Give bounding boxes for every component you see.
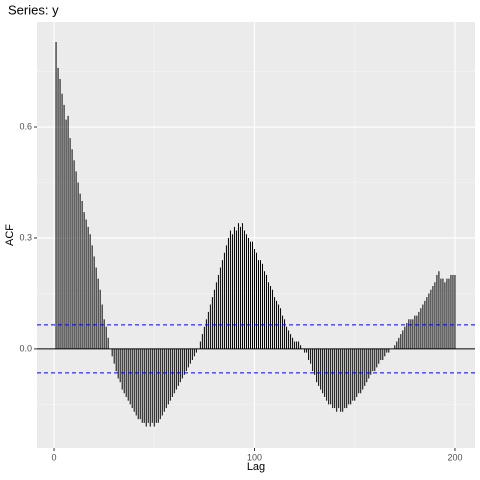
panel bbox=[37, 22, 475, 448]
y-axis-label: ACF bbox=[4, 224, 16, 246]
x-axis-label: Lag bbox=[247, 461, 265, 473]
y-tick-label: 0.6 bbox=[19, 121, 32, 131]
x-tick-label: 100 bbox=[247, 452, 262, 462]
y-tick-label: 0.0 bbox=[19, 343, 32, 353]
x-tick-label: 0 bbox=[52, 452, 57, 462]
chart-title: Series: y bbox=[8, 2, 59, 17]
y-tick-label: 0.3 bbox=[19, 232, 32, 242]
x-tick-label: 200 bbox=[447, 452, 462, 462]
